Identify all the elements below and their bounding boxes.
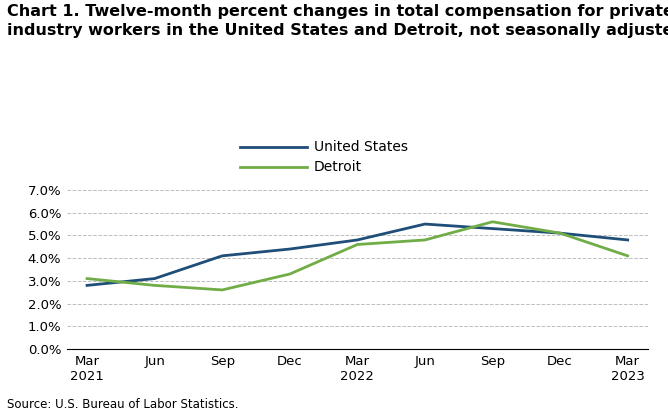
Text: Detroit: Detroit: [314, 160, 362, 174]
Line: Detroit: Detroit: [87, 222, 628, 290]
Detroit: [556, 230, 564, 235]
United States: [624, 237, 632, 242]
United States: [286, 247, 294, 252]
United States: [151, 276, 159, 281]
United States: [83, 283, 91, 288]
Detroit: [286, 272, 294, 277]
Detroit: [218, 287, 226, 292]
Text: Source: U.S. Bureau of Labor Statistics.: Source: U.S. Bureau of Labor Statistics.: [7, 398, 238, 411]
Detroit: [83, 276, 91, 281]
United States: [218, 253, 226, 259]
United States: [353, 237, 361, 242]
Detroit: [624, 253, 632, 259]
United States: [421, 221, 429, 226]
Text: United States: United States: [314, 140, 408, 154]
Detroit: [353, 242, 361, 247]
Text: Chart 1. Twelve-month percent changes in total compensation for private
industry: Chart 1. Twelve-month percent changes in…: [7, 4, 668, 38]
Detroit: [151, 283, 159, 288]
Line: United States: United States: [87, 224, 628, 285]
United States: [556, 230, 564, 235]
Detroit: [488, 219, 496, 224]
Detroit: [421, 237, 429, 242]
United States: [488, 226, 496, 231]
